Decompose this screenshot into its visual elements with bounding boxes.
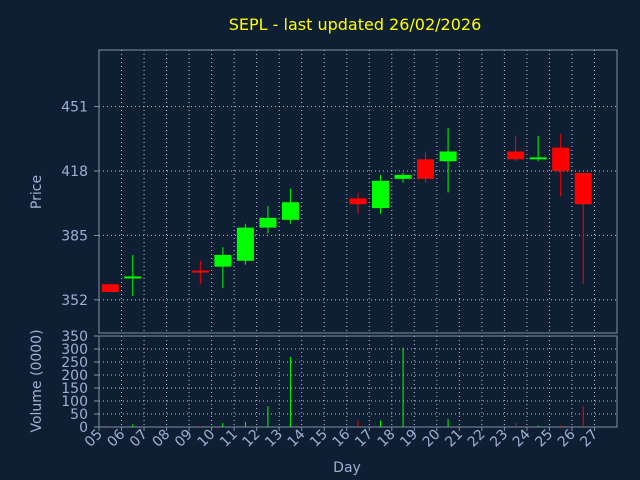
- x-tick-label: 08: [149, 427, 173, 451]
- x-tick-label: 07: [127, 427, 151, 451]
- candle-body: [349, 198, 367, 205]
- x-tick-label: 22: [465, 427, 489, 451]
- candle-body: [394, 174, 412, 179]
- x-tick-label: 25: [532, 427, 556, 451]
- candle-body: [529, 157, 547, 160]
- volume-tick-label: 0: [79, 420, 88, 436]
- x-tick-label: 10: [195, 427, 219, 451]
- volume-tick-label: 250: [61, 355, 88, 371]
- candle-body: [191, 270, 209, 273]
- x-tick-label: 09: [172, 427, 196, 451]
- price-tick-label: 385: [61, 228, 88, 244]
- x-tick-label: 18: [375, 427, 399, 451]
- x-tick-label: 19: [397, 427, 421, 451]
- volume-tick-label: 200: [61, 368, 88, 384]
- x-tick-label: 11: [217, 427, 241, 451]
- volume-tick-label: 100: [61, 394, 88, 410]
- x-tick-label: 24: [510, 426, 534, 450]
- price-tick-label: 418: [61, 164, 88, 180]
- x-axis-label: Day: [333, 460, 361, 476]
- x-tick-label: 13: [262, 427, 286, 451]
- x-tick-label: 17: [352, 427, 376, 451]
- x-tick-label: 26: [555, 426, 579, 450]
- x-tick-label: 23: [487, 427, 511, 451]
- candle-body: [236, 227, 254, 261]
- candle-body: [281, 202, 299, 220]
- volume-tick-label: 300: [61, 342, 88, 358]
- x-tick-label: 12: [240, 427, 264, 451]
- price-panel: 352 385 418 451: [61, 49, 618, 334]
- candle-body: [259, 217, 277, 228]
- price-frame: [98, 49, 618, 334]
- x-tick-label: 21: [442, 427, 466, 451]
- price-axis-label: Price: [29, 175, 45, 209]
- price-tick-label: 352: [61, 293, 88, 309]
- price-tick-label: 451: [61, 100, 88, 116]
- candle-body: [417, 159, 435, 179]
- candle-body: [574, 172, 592, 205]
- volume-frame: [98, 335, 618, 428]
- x-tick-label: 20: [420, 427, 444, 451]
- volume-axis-label: Volume (0000): [29, 329, 45, 432]
- x-axis: 0506070809101112131415161718192021222324…: [82, 426, 601, 450]
- x-tick-label: 16: [330, 426, 354, 450]
- volume-tick-label: 350: [61, 329, 88, 345]
- candle-body: [124, 276, 142, 279]
- candle-body: [507, 151, 525, 160]
- candle-body: [552, 147, 570, 172]
- candle-body: [439, 151, 457, 162]
- candle-body: [372, 180, 390, 209]
- x-tick-label: 15: [307, 427, 331, 451]
- volume-tick-label: 50: [70, 407, 88, 423]
- candle-body: [214, 254, 232, 267]
- x-tick-label: 14: [285, 426, 309, 450]
- candle-body: [101, 284, 119, 293]
- volume-tick-label: 150: [61, 381, 88, 397]
- x-tick-label: 06: [104, 426, 128, 450]
- x-tick-label: 27: [577, 427, 601, 451]
- chart-title: SEPL - last updated 26/02/2026: [229, 15, 482, 34]
